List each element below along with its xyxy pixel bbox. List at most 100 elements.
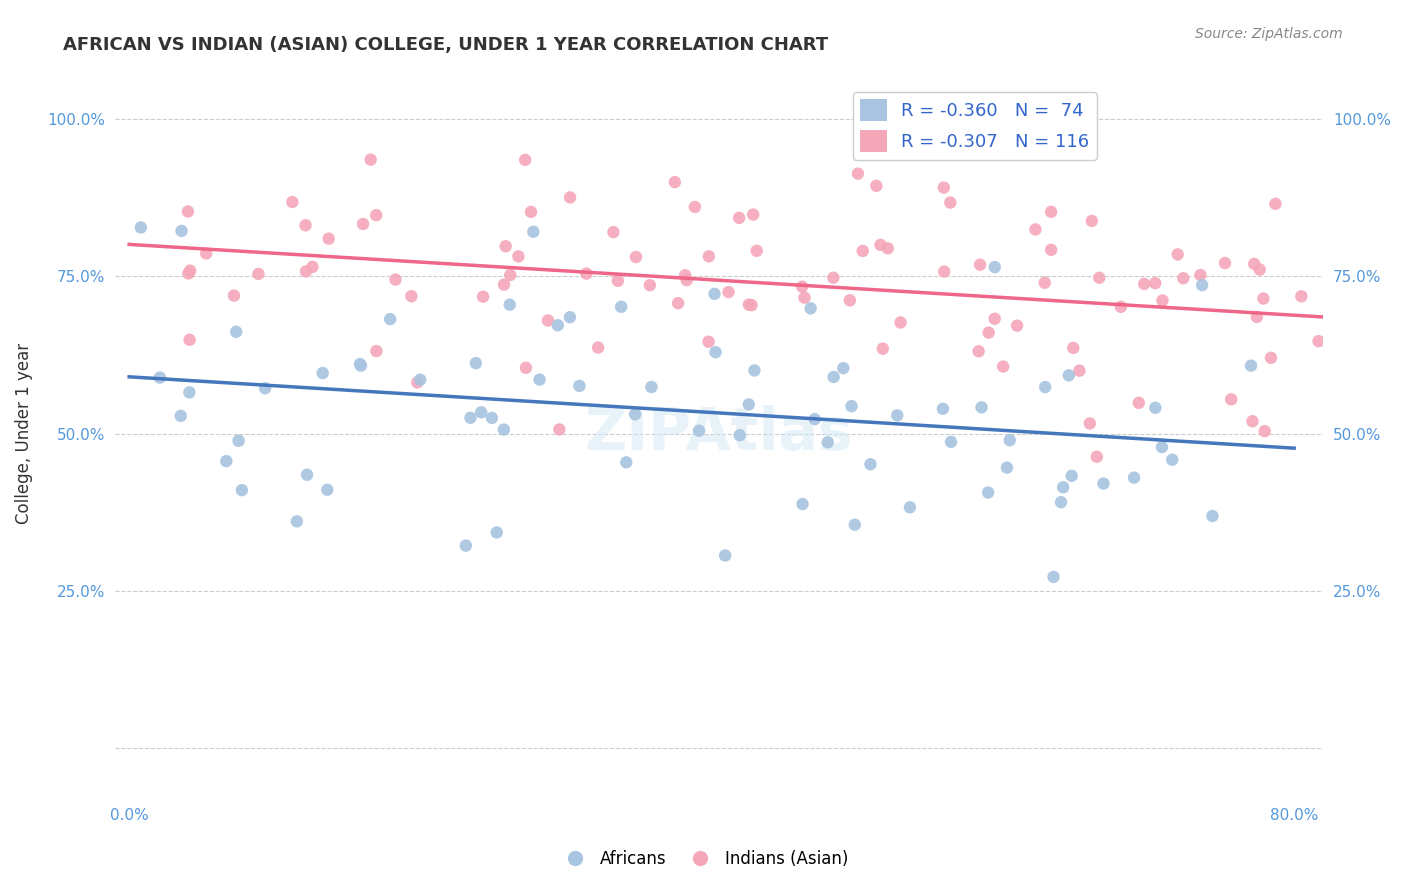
Africans — [568, 379, 591, 393]
Africans — [378, 312, 401, 326]
Indians (Asian) — [1167, 247, 1189, 261]
Africans — [499, 298, 522, 312]
Africans — [984, 260, 1007, 274]
Africans — [640, 380, 662, 394]
Indians (Asian) — [823, 270, 845, 285]
Indians (Asian) — [624, 250, 647, 264]
Indians (Asian) — [1348, 243, 1371, 257]
Africans — [939, 434, 962, 449]
Indians (Asian) — [838, 293, 860, 308]
Africans — [170, 409, 193, 423]
Indians (Asian) — [1133, 277, 1156, 291]
Indians (Asian) — [195, 246, 218, 260]
Indians (Asian) — [1005, 318, 1028, 333]
Indians (Asian) — [1253, 292, 1275, 306]
Africans — [1057, 368, 1080, 383]
Africans — [1060, 468, 1083, 483]
Indians (Asian) — [1308, 334, 1330, 348]
Indians (Asian) — [869, 238, 891, 252]
Africans — [1042, 570, 1064, 584]
Indians (Asian) — [1357, 227, 1379, 241]
Indians (Asian) — [492, 277, 515, 292]
Indians (Asian) — [932, 180, 955, 194]
Africans — [728, 428, 751, 442]
Africans — [529, 373, 551, 387]
Indians (Asian) — [1152, 293, 1174, 308]
Africans — [1123, 470, 1146, 484]
Africans — [285, 514, 308, 528]
Indians (Asian) — [673, 268, 696, 283]
Indians (Asian) — [1040, 243, 1063, 257]
Africans — [1150, 440, 1173, 454]
Indians (Asian) — [977, 326, 1000, 340]
Africans — [803, 412, 825, 426]
Indians (Asian) — [991, 359, 1014, 374]
Indians (Asian) — [352, 217, 374, 231]
Africans — [610, 300, 633, 314]
Indians (Asian) — [1173, 271, 1195, 285]
Indians (Asian) — [872, 342, 894, 356]
Indians (Asian) — [384, 272, 406, 286]
Africans — [312, 366, 335, 380]
Indians (Asian) — [697, 249, 720, 263]
Indians (Asian) — [1291, 289, 1313, 303]
Africans — [470, 405, 492, 419]
Indians (Asian) — [1341, 331, 1364, 345]
Indians (Asian) — [745, 244, 768, 258]
Africans — [977, 485, 1000, 500]
Text: Source: ZipAtlas.com: Source: ZipAtlas.com — [1195, 27, 1343, 41]
Indians (Asian) — [586, 341, 609, 355]
Africans — [886, 409, 908, 423]
Indians (Asian) — [318, 232, 340, 246]
Indians (Asian) — [1254, 424, 1277, 438]
Africans — [817, 435, 839, 450]
Indians (Asian) — [558, 190, 581, 204]
Africans — [744, 363, 766, 377]
Indians (Asian) — [1322, 248, 1344, 262]
Africans — [832, 361, 855, 376]
Indians (Asian) — [548, 422, 571, 436]
Africans — [254, 381, 277, 395]
Africans — [129, 220, 152, 235]
Indians (Asian) — [1368, 296, 1391, 310]
Indians (Asian) — [1078, 417, 1101, 431]
Africans — [481, 410, 503, 425]
Indians (Asian) — [499, 268, 522, 282]
Indians (Asian) — [793, 291, 815, 305]
Indians (Asian) — [1220, 392, 1243, 407]
Indians (Asian) — [728, 211, 751, 225]
Indians (Asian) — [495, 239, 517, 253]
Indians (Asian) — [969, 258, 991, 272]
Indians (Asian) — [606, 274, 628, 288]
Africans — [703, 286, 725, 301]
Africans — [1161, 452, 1184, 467]
Indians (Asian) — [666, 296, 689, 310]
Indians (Asian) — [889, 316, 911, 330]
Indians (Asian) — [177, 204, 200, 219]
Indians (Asian) — [247, 267, 270, 281]
Indians (Asian) — [638, 278, 661, 293]
Africans — [714, 549, 737, 563]
Legend: Africans, Indians (Asian): Africans, Indians (Asian) — [551, 844, 855, 875]
Indians (Asian) — [520, 205, 543, 219]
Indians (Asian) — [983, 311, 1005, 326]
Indians (Asian) — [515, 153, 537, 167]
Indians (Asian) — [366, 344, 388, 359]
Indians (Asian) — [934, 264, 956, 278]
Africans — [547, 318, 569, 333]
Indians (Asian) — [717, 285, 740, 299]
Africans — [704, 345, 727, 359]
Africans — [1201, 508, 1223, 523]
Africans — [932, 401, 955, 416]
Africans — [225, 325, 247, 339]
Africans — [1144, 401, 1167, 415]
Africans — [149, 370, 172, 384]
Y-axis label: College, Under 1 year: College, Under 1 year — [15, 343, 32, 524]
Text: ZIPAtlas: ZIPAtlas — [585, 405, 853, 462]
Indians (Asian) — [222, 288, 245, 302]
Indians (Asian) — [537, 313, 560, 327]
Africans — [231, 483, 253, 497]
Indians (Asian) — [1069, 364, 1091, 378]
Africans — [738, 397, 761, 411]
Africans — [522, 225, 544, 239]
